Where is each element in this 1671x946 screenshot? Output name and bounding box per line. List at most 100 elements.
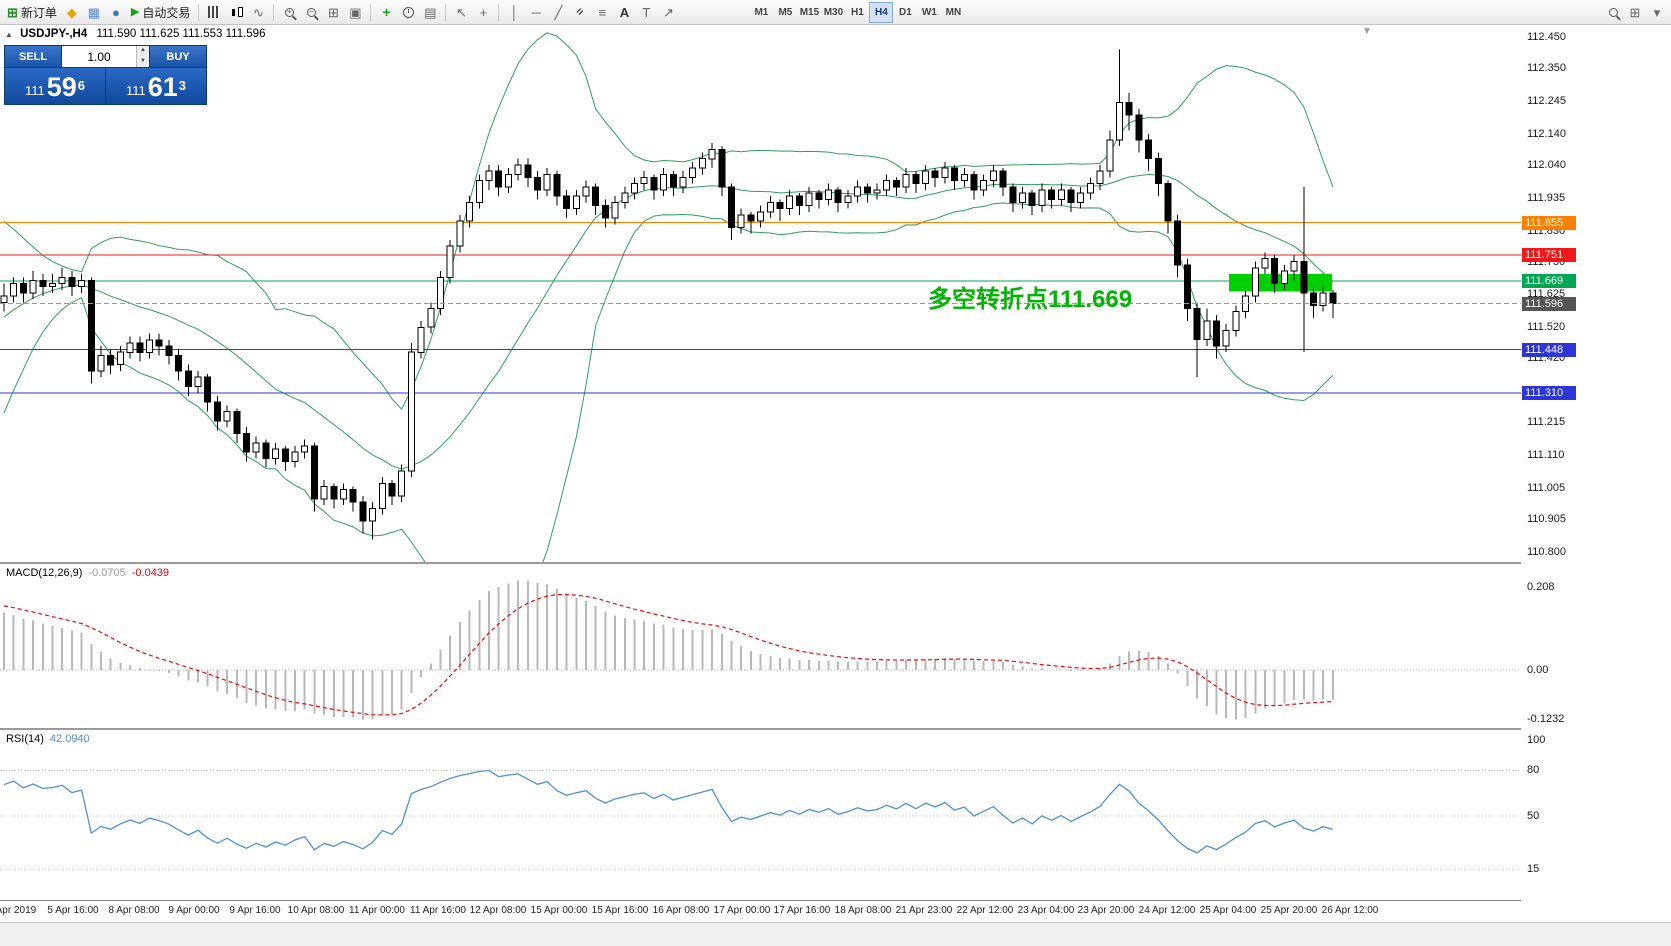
zoom-in-button[interactable]: + [278, 2, 300, 23]
time-axis-label: 15 Apr 00:00 [530, 905, 588, 916]
cursor-button[interactable]: ↖ [450, 2, 472, 23]
crosshair-icon: + [479, 4, 488, 20]
navigator-button[interactable]: ● [105, 2, 127, 23]
timeframe-mn-button[interactable]: MN [941, 2, 965, 23]
volume-down-icon[interactable]: ▼ [137, 56, 149, 67]
toolbar-separator [198, 3, 200, 21]
timeframe-m5-button[interactable]: M5 [773, 2, 797, 23]
label-icon: T [642, 4, 651, 20]
indicators-button[interactable]: + [375, 2, 397, 23]
macd-axis-label: 0.208 [1527, 581, 1555, 593]
timeframe-toolbar: M1 M5 M15 M30 H1 H4 D1 W1 MN [749, 1, 965, 23]
data-window-button[interactable]: ▦ [83, 2, 105, 23]
trendline-icon: ╱ [554, 4, 563, 20]
time-axis-label: 23 Apr 04:00 [1017, 905, 1075, 916]
sell-button[interactable]: SELL [5, 46, 62, 67]
timeframe-m30-button[interactable]: M30 [821, 2, 845, 23]
toolbar-overflow-button[interactable]: ▾ [1646, 2, 1668, 23]
rsi-axis-label: 15 [1527, 863, 1540, 875]
toolbar-separator [370, 3, 372, 21]
rsi-value: 42.0940 [49, 733, 90, 745]
zoom-out-button[interactable]: − [300, 2, 322, 23]
candlestick-chart-button[interactable] [225, 2, 247, 23]
line-chart-button[interactable]: ∿ [247, 2, 269, 23]
time-axis-label: 17 Apr 00:00 [713, 905, 771, 916]
trendline-button[interactable]: ╱ [547, 2, 569, 23]
ask-pipette: 3 [178, 78, 187, 93]
time-axis[interactable]: 4 Apr 2019 5 Apr 16:00 8 Apr 08:00 9 Apr 00… [0, 900, 1671, 922]
highlight-rect-object[interactable] [1229, 274, 1332, 292]
macd-signal-value: -0.0439 [131, 567, 170, 579]
time-axis-label: 5 Apr 16:00 [47, 905, 99, 916]
arrow-tool-button[interactable]: ↗ [657, 2, 679, 23]
zoom-in-icon: + [284, 7, 294, 17]
channel-button[interactable]: = [569, 2, 591, 23]
macd-axis-label: -0.1232 [1527, 713, 1565, 725]
chart-annotation[interactable]: 多空转折点111.669 [928, 286, 1133, 313]
price-scale[interactable]: 112.450 112.350 112.245 112.140 112.040 111.9… [1521, 25, 1671, 922]
rsi-axis-label: 50 [1527, 810, 1540, 822]
buy-price[interactable]: 111 61 3 [105, 68, 206, 104]
volume-input[interactable] [62, 46, 136, 67]
timeframe-d1-button[interactable]: D1 [893, 2, 917, 23]
new-order-label: 新订单 [20, 5, 57, 20]
hline-price-label: 111.669 [1522, 274, 1576, 288]
bollinger-lower-band [3, 202, 1334, 562]
text-label-button[interactable]: T [635, 2, 657, 23]
zoom-out-icon: − [306, 7, 316, 17]
text-tool-button[interactable]: A [613, 2, 635, 23]
bid-prefix: 111 [24, 83, 45, 98]
hline-price-label: 111.448 [1522, 343, 1576, 357]
toolbar-separator [445, 3, 447, 21]
panel-divider[interactable] [0, 562, 1671, 564]
autotrading-label: 自动交易 [142, 5, 191, 20]
fibonacci-button[interactable]: ≡ [591, 2, 613, 23]
buy-button[interactable]: BUY [149, 46, 206, 67]
periods-button[interactable] [397, 2, 419, 23]
vertical-line-button[interactable]: │ [503, 2, 525, 23]
timeframe-w1-button[interactable]: W1 [917, 2, 941, 23]
window-grid-button[interactable]: ⊞ [1624, 2, 1646, 23]
volume-up-icon[interactable]: ▲ [137, 46, 149, 57]
tile-windows-icon: ⊞ [327, 4, 339, 20]
time-axis-label: 9 Apr 00:00 [168, 905, 220, 916]
template-icon: ▤ [424, 4, 437, 20]
panel-divider[interactable] [0, 728, 1671, 730]
timeframe-m15-button[interactable]: M15 [797, 2, 821, 23]
marketwatch-button[interactable]: ◆ [61, 2, 83, 23]
rsi-axis-label: 80 [1527, 764, 1540, 776]
timeframe-m1-button[interactable]: M1 [749, 2, 773, 23]
time-axis-label: 25 Apr 20:00 [1260, 905, 1318, 916]
new-order-button[interactable]: ⊞ 新订单 [3, 2, 61, 23]
trade-panel-toggle-icon[interactable]: ▲ [5, 30, 13, 39]
macd-indicator-panel[interactable] [0, 564, 1671, 728]
time-axis-label: 8 Apr 08:00 [108, 905, 160, 916]
timeframe-h1-button[interactable]: H1 [845, 2, 869, 23]
fibonacci-icon: ≡ [598, 4, 607, 20]
text-icon: A [619, 4, 630, 20]
crosshair-button[interactable]: + [472, 2, 494, 23]
toolbar-separator [498, 3, 500, 21]
timeframe-h4-button[interactable]: H4 [869, 1, 894, 23]
cascade-windows-button[interactable]: ▣ [344, 2, 366, 23]
grid-icon: ⊞ [1629, 4, 1641, 20]
rsi-axis-label: 100 [1527, 734, 1546, 746]
clock-icon [402, 6, 414, 18]
bar-chart-icon [208, 6, 221, 18]
templates-button[interactable]: ▤ [419, 2, 441, 23]
time-axis-label: 25 Apr 04:00 [1199, 905, 1257, 916]
chart-shift-marker-icon[interactable]: ▼ [1362, 26, 1372, 37]
rsi-indicator-panel[interactable] [0, 730, 1671, 900]
price-tick-label: 111.520 [1527, 321, 1566, 333]
new-order-icon: ⊞ [7, 4, 18, 20]
time-axis-label: 11 Apr 16:00 [410, 905, 466, 916]
volume-box: ▲ ▼ [62, 46, 149, 67]
sell-price[interactable]: 111 59 6 [5, 68, 105, 104]
autotrading-button[interactable]: ▶ 自动交易 [127, 2, 194, 23]
bar-chart-button[interactable] [203, 2, 225, 23]
tile-windows-button[interactable]: ⊞ [322, 2, 344, 23]
search-button[interactable] [1602, 2, 1624, 23]
price-chart[interactable] [0, 25, 1671, 562]
horizontal-line-button[interactable]: ─ [525, 2, 547, 23]
time-axis-label: 22 Apr 12:00 [956, 905, 1014, 916]
